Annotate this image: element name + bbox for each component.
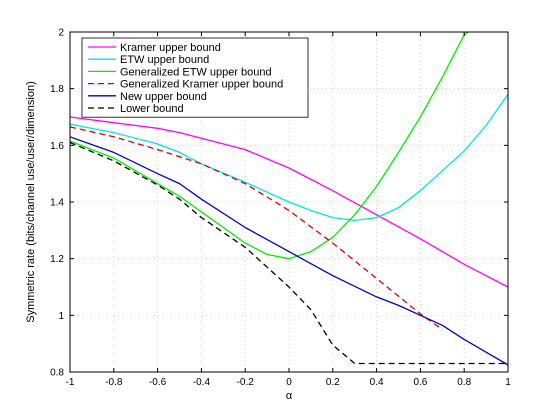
x-axis-label: α xyxy=(286,390,293,402)
x-tick-label: 1 xyxy=(505,377,511,388)
legend-box xyxy=(81,37,309,118)
x-tick-label: 0.2 xyxy=(326,377,340,388)
series-line-4 xyxy=(70,126,443,331)
legend-label: ETW upper bound xyxy=(120,54,209,66)
y-tick-label: 0.8 xyxy=(50,368,64,379)
x-tick-label: 0.6 xyxy=(413,377,427,388)
series-line-6 xyxy=(70,141,508,365)
x-tick-label: -0.8 xyxy=(105,377,123,388)
series-layer xyxy=(70,32,508,366)
series-line-2 xyxy=(70,93,508,222)
x-tick-label: -1 xyxy=(66,377,75,388)
x-tick-label: 0 xyxy=(286,377,292,388)
y-tick-label: 1.2 xyxy=(50,254,64,265)
x-tick-label: -0.4 xyxy=(193,377,211,388)
x-tick-label: -0.2 xyxy=(237,377,255,388)
legend-label: Generalized ETW upper bound xyxy=(120,66,272,78)
y-tick-label: 1.4 xyxy=(50,198,64,209)
x-tick-label: 0.4 xyxy=(370,377,384,388)
series-line-3 xyxy=(70,32,469,260)
legend-label: Generalized Kramer upper bound xyxy=(120,79,283,91)
legend-label: Kramer upper bound xyxy=(120,42,221,54)
x-tick-label: -0.6 xyxy=(149,377,167,388)
y-tick-label: 1.8 xyxy=(50,84,64,95)
legend-label: New upper bound xyxy=(120,91,207,103)
y-tick-label: 2 xyxy=(58,28,64,39)
y-tick-label: 1.6 xyxy=(50,141,64,152)
legend-label: Lower bound xyxy=(120,103,184,115)
series-line-1 xyxy=(70,116,508,288)
y-axis-label: Symmetric rate (bits/channel use/user/di… xyxy=(25,81,37,322)
ticks: -1 -0.8 -0.6 -0.4 -0.2 0 0.2 0.4 0.6 0.8 1 0.8 1 1.2 1… xyxy=(50,28,511,389)
x-tick-label: 0.8 xyxy=(457,377,471,388)
series-line-5 xyxy=(70,136,508,366)
y-tick-label: 1 xyxy=(58,311,64,322)
